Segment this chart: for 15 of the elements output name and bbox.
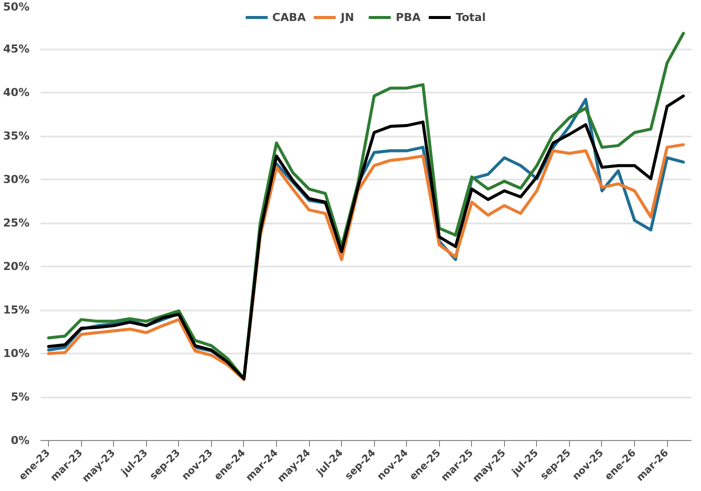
y-tick-label: 5% bbox=[10, 390, 30, 404]
legend-label: JN bbox=[340, 10, 356, 24]
legend-label: PBA bbox=[396, 10, 421, 24]
y-tick-label: 0% bbox=[10, 434, 30, 447]
legend-label: CABA bbox=[272, 10, 306, 24]
y-tick-label: 35% bbox=[3, 130, 30, 142]
legend-label: Total bbox=[456, 10, 486, 24]
y-tick-label: 45% bbox=[3, 42, 30, 56]
y-tick-label: 20% bbox=[3, 260, 30, 273]
y-tick-label: 30% bbox=[3, 173, 30, 186]
y-tick-label: 40% bbox=[3, 86, 30, 99]
y-tick-label: 15% bbox=[3, 304, 30, 316]
y-tick-label: 25% bbox=[3, 216, 30, 230]
y-tick-label: 10% bbox=[3, 347, 30, 360]
y-tick-label: 50% bbox=[3, 0, 30, 14]
